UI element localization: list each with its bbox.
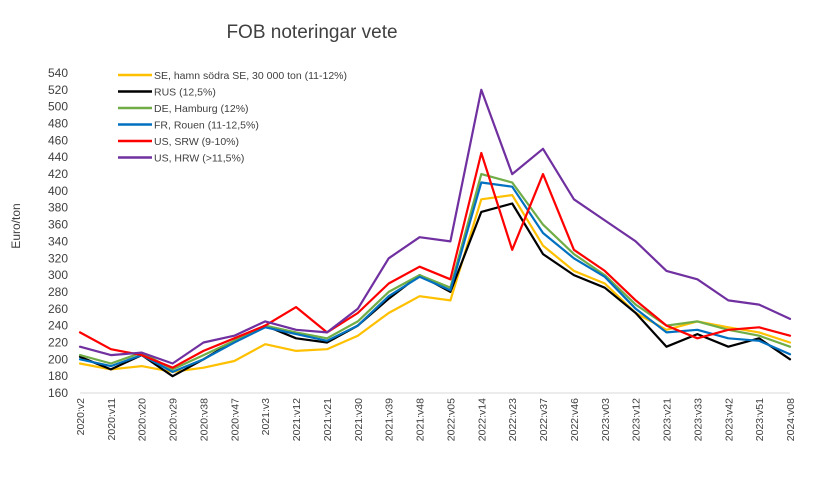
y-tick-label: 520: [48, 83, 68, 97]
x-tick-label: 2022:v14: [476, 398, 488, 441]
x-tick-label: 2022:v37: [538, 398, 550, 441]
legend-label: US, HRW (>11,5%): [154, 153, 244, 165]
x-tick-label: 2020:v11: [106, 398, 118, 441]
y-axis-label: Euro/ton: [9, 203, 23, 248]
y-tick-label: 500: [48, 100, 68, 114]
legend-label: FR, Rouen (11-12,5%): [154, 120, 259, 132]
x-tick-label: 2023:v21: [662, 398, 674, 441]
x-tick-label: 2021:v21: [322, 398, 334, 441]
x-tick-label: 2021:v39: [384, 398, 396, 441]
y-tick-label: 280: [48, 285, 68, 299]
y-tick-label: 300: [48, 268, 68, 282]
legend-label: RUS (12,5%): [154, 87, 216, 99]
series-line: [78, 88, 792, 365]
legend-label: US, SRW (9-10%): [154, 136, 239, 148]
x-tick-label: 2023:v51: [754, 398, 766, 441]
y-tick-label: 480: [48, 117, 68, 131]
x-tick-label: 2022:v23: [507, 398, 519, 441]
series-line: [78, 181, 792, 373]
x-tick-label: 2021:v30: [353, 398, 365, 441]
series-line: [78, 173, 792, 371]
y-tick-label: 400: [48, 184, 68, 198]
y-tick-label: 420: [48, 167, 68, 181]
x-tick-label: 2023:v33: [692, 398, 704, 441]
x-tick-label: 2021:v48: [415, 398, 427, 441]
y-tick-label: 200: [48, 352, 68, 366]
series-line: [78, 202, 792, 378]
x-tick-label: 2023:v42: [723, 398, 735, 441]
y-tick-label: 160: [48, 386, 68, 400]
y-tick-label: 180: [48, 369, 68, 383]
legend-label: SE, hamn södra SE, 30 000 ton (11-12%): [154, 70, 347, 82]
x-tick-label: 2020:v20: [137, 398, 149, 441]
y-tick-label: 360: [48, 218, 68, 232]
legend: SE, hamn södra SE, 30 000 ton (11-12%) RU…: [118, 70, 347, 165]
plot-area: [78, 88, 792, 378]
x-tick-label: 2020:v47: [229, 398, 241, 441]
y-tick-label: 240: [48, 319, 68, 333]
x-tick-label: 2020:v2: [75, 398, 87, 436]
y-tick-label: 340: [48, 234, 68, 248]
y-tick-label: 320: [48, 251, 68, 265]
x-tick-label: 2022:v46: [569, 398, 581, 441]
series-line: [78, 151, 792, 369]
x-tick-label: 2020:v29: [168, 398, 180, 441]
x-tick-label: 2023:v12: [631, 398, 643, 441]
y-tick-label: 460: [48, 133, 68, 147]
y-tick-label: 440: [48, 150, 68, 164]
legend-label: DE, Hamburg (12%): [154, 103, 249, 115]
y-axis: 160 180 200 220 240 260 280 300 320 340 360 380 400 4…: [48, 66, 68, 400]
x-tick-label: 2021:v12: [291, 398, 303, 441]
x-axis: 2020:v2 2020:v11 2020:v20 2020:v29 2020:v38 2…: [75, 392, 797, 441]
y-tick-label: 260: [48, 302, 68, 316]
x-tick-label: 2024:v08: [785, 398, 797, 441]
x-tick-label: 2022:v05: [445, 398, 457, 441]
y-tick-label: 540: [48, 66, 68, 80]
x-tick-label: 2021:v3: [260, 398, 272, 436]
x-tick-label: 2020:v38: [198, 398, 210, 441]
x-tick-label: 2023:v03: [600, 398, 612, 441]
y-tick-label: 380: [48, 201, 68, 215]
chart-title: FOB noteringar vete: [226, 22, 397, 43]
y-tick-label: 220: [48, 335, 68, 349]
